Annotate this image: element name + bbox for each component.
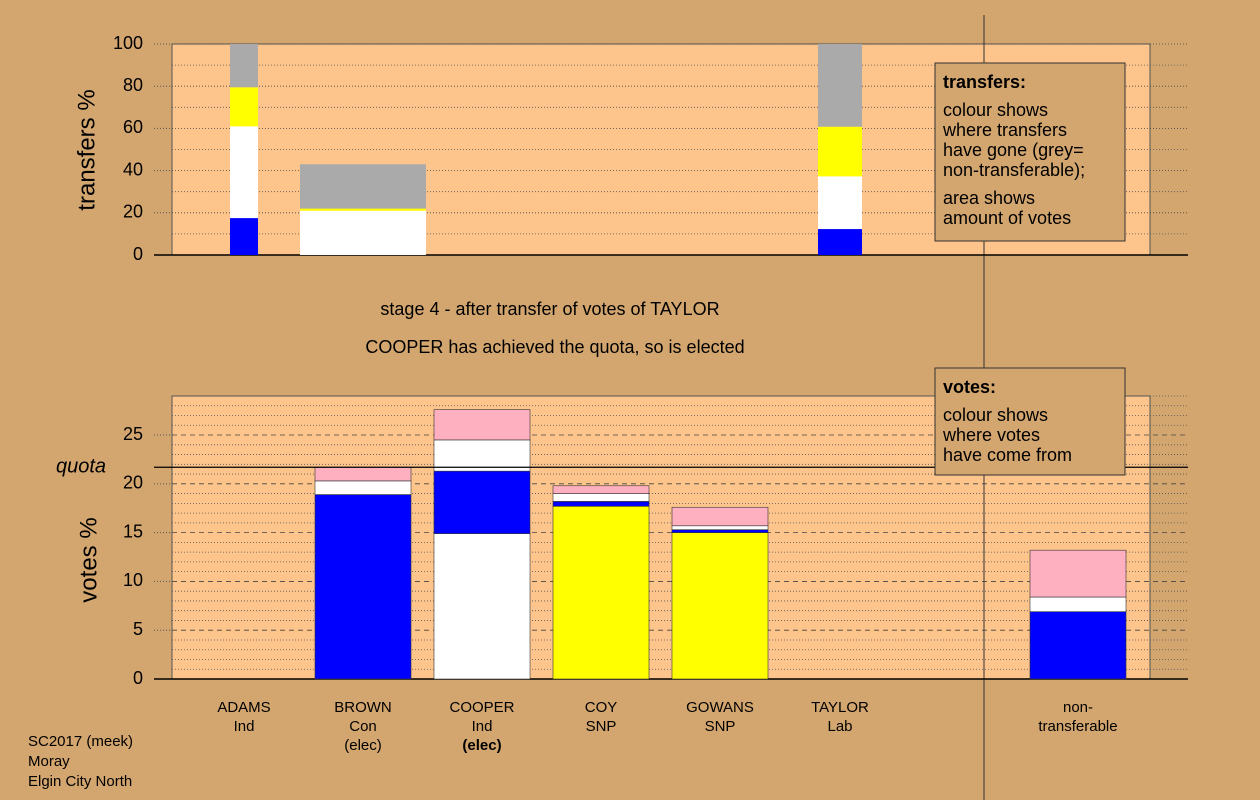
- x-tick-label: (elec): [344, 737, 382, 754]
- bar-segment: [671, 525, 769, 530]
- bar-segment: [300, 164, 426, 209]
- bar-segment: [300, 208, 426, 211]
- y-tick-label: 15: [123, 521, 143, 541]
- x-tick-label: transferable: [1038, 718, 1117, 735]
- y-axis-label: transfers %: [73, 89, 100, 210]
- footer: Elgin City North: [28, 773, 132, 790]
- bar-segment: [433, 409, 531, 441]
- x-tick-label: COY: [585, 699, 618, 716]
- footer: SC2017 (meek): [28, 733, 133, 750]
- legend-text: have come from: [943, 445, 1072, 465]
- legend-text: non-transferable);: [943, 160, 1085, 180]
- legend-text: where votes: [942, 425, 1040, 445]
- x-tick-label: SNP: [586, 718, 617, 735]
- x-tick-label: Con: [349, 718, 377, 735]
- bar-segment: [314, 466, 412, 482]
- bar-segment: [818, 126, 862, 177]
- bar-segment: [433, 533, 531, 680]
- bar-segment: [818, 176, 862, 230]
- x-tick-label: non-: [1063, 699, 1093, 716]
- x-tick-label: BROWN: [334, 699, 392, 716]
- legend-text: colour shows: [943, 100, 1048, 120]
- legend-text: where transfers: [942, 120, 1067, 140]
- bar-segment: [552, 501, 650, 507]
- legend-box: [934, 367, 1126, 476]
- bar-segment: [314, 494, 412, 680]
- x-tick-label: TAYLOR: [811, 699, 869, 716]
- legend-text: colour shows: [943, 405, 1048, 425]
- bar-segment: [552, 485, 650, 494]
- y-tick-label: 10: [123, 570, 143, 590]
- y-tick-label: 5: [133, 619, 143, 639]
- legend-text: amount of votes: [943, 208, 1071, 228]
- bar-segment: [300, 210, 426, 255]
- bar-segment: [671, 532, 769, 680]
- legend-box: [934, 62, 1126, 242]
- y-tick-label: 40: [123, 159, 143, 179]
- bar-segment: [314, 480, 412, 495]
- bar-segment: [552, 505, 650, 680]
- y-tick-label: 25: [123, 424, 143, 444]
- x-tick-label: GOWANS: [686, 699, 754, 716]
- x-tick-label: Ind: [234, 718, 255, 735]
- status: COOPER has achieved the quota, so is ele…: [365, 337, 744, 357]
- quota-label: quota: [56, 456, 106, 478]
- y-tick-label: 0: [133, 244, 143, 264]
- bar-segment: [433, 439, 531, 472]
- bar-segment: [230, 218, 258, 255]
- stage: stage 4 - after transfer of votes of TAY…: [380, 299, 719, 319]
- bar-segment: [230, 87, 258, 127]
- bar-segment: [1029, 611, 1127, 680]
- x-tick-label: Lab: [827, 718, 852, 735]
- y-tick-label: 20: [123, 473, 143, 493]
- bar-segment: [671, 506, 769, 527]
- bar-segment: [230, 126, 258, 219]
- bar-segment: [230, 44, 258, 88]
- y-axis-label: votes %: [75, 517, 102, 602]
- x-tick-label: COOPER: [449, 699, 514, 716]
- x-tick-label: Ind: [472, 718, 493, 735]
- bar-segment: [552, 493, 650, 502]
- bar-segment: [1029, 596, 1127, 612]
- x-tick-label: ADAMS: [217, 699, 270, 716]
- y-tick-label: 100: [113, 33, 143, 53]
- bar-segment: [671, 529, 769, 533]
- y-tick-label: 0: [133, 668, 143, 688]
- legend-title: votes:: [943, 377, 996, 397]
- legend-text: have gone (grey=: [943, 140, 1084, 160]
- legend-text: area shows: [943, 188, 1035, 208]
- y-tick-label: 80: [123, 75, 143, 95]
- bar-segment: [818, 44, 862, 127]
- bar-segment: [1029, 549, 1127, 598]
- bar-segment: [433, 470, 531, 534]
- legend-title: transfers:: [943, 72, 1026, 92]
- bar-segment: [818, 229, 862, 255]
- footer: Moray: [28, 753, 70, 770]
- x-tick-label: (elec): [462, 737, 501, 754]
- y-tick-label: 60: [123, 117, 143, 137]
- y-tick-label: 20: [123, 202, 143, 222]
- x-tick-label: SNP: [705, 718, 736, 735]
